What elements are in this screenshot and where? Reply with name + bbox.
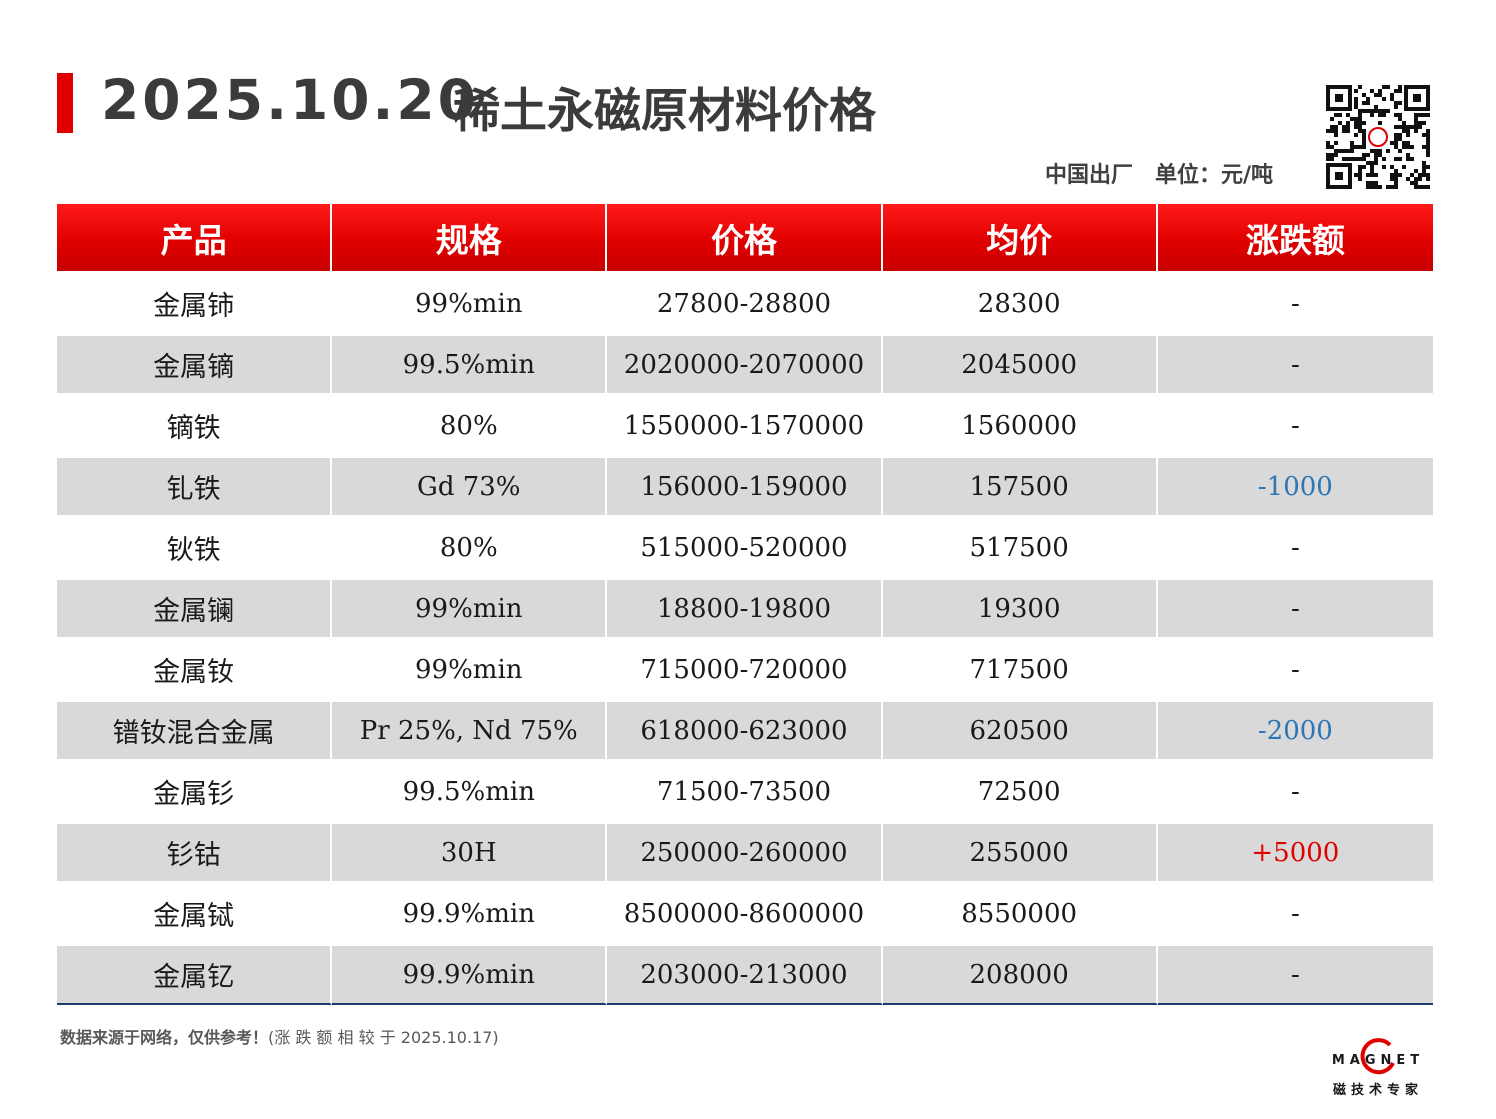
page-title: 稀土永磁原材料价格 xyxy=(453,84,876,139)
cell-product: 钐钴 xyxy=(57,820,333,881)
cell-change: - xyxy=(1157,271,1433,332)
header-change: 涨跌额 xyxy=(1157,204,1433,271)
table-row: 金属铈 99%min 27800-28800 28300- xyxy=(57,271,1433,332)
table-row: 镨钕混合金属 Pr 25%, Nd 75% 618000-623000 620500-… xyxy=(57,698,1433,759)
title-accent-bar xyxy=(57,73,73,133)
cell-change: - xyxy=(1157,759,1433,820)
cell-average: 2045000 xyxy=(882,332,1158,393)
cell-spec: 99.9%min xyxy=(332,942,608,1005)
cell-average: 28300 xyxy=(882,271,1158,332)
cell-spec: 99%min xyxy=(332,576,608,637)
cell-change: - xyxy=(1157,576,1433,637)
cell-product: 金属镝 xyxy=(57,332,333,393)
table-row: 钬铁 80% 515000-520000 517500- xyxy=(57,515,1433,576)
cell-change: - xyxy=(1157,637,1433,698)
magnet-logo: MAGNET 磁技术专家 xyxy=(1326,1033,1430,1099)
header-product: 产品 xyxy=(57,204,333,271)
cell-price: 2020000-2070000 xyxy=(607,332,883,393)
header-average: 均价 xyxy=(882,204,1158,271)
footer-note: 数据来源于网络，仅供参考！(涨 跌 额 相 较 于 2025.10.17) xyxy=(60,1024,499,1048)
cell-average: 620500 xyxy=(882,698,1158,759)
cell-product: 金属铈 xyxy=(57,271,333,332)
table-row: 金属镧 99%min 18800-19800 19300- xyxy=(57,576,1433,637)
cell-average: 157500 xyxy=(882,454,1158,515)
table-header-row: 产品 规格 价格 均价 涨跌额 xyxy=(57,204,1433,271)
cell-average: 717500 xyxy=(882,637,1158,698)
header-spec: 规格 xyxy=(332,204,608,271)
cell-spec: 30H xyxy=(332,820,608,881)
cell-average: 208000 xyxy=(882,942,1158,1005)
cell-product: 金属钇 xyxy=(57,942,333,1005)
table-row: 钐钴 30H 250000-260000 255000 +5000 xyxy=(57,820,1433,881)
table-row: 金属铽 99.9%min 8500000-8600000 8550000- xyxy=(57,881,1433,942)
cell-price: 250000-260000 xyxy=(607,820,883,881)
cell-change: - xyxy=(1157,332,1433,393)
unit-label: 单位：元/吨 xyxy=(1155,163,1274,188)
table-row: 金属镝 99.5%min 2020000-2070000 2045000- xyxy=(57,332,1433,393)
table-row: 金属钇 99.9%min 203000-213000 208000- xyxy=(57,942,1433,1005)
logo-subtitle: 磁技术专家 xyxy=(1332,1083,1423,1098)
table-row: 金属钕 99%min 715000-720000 717500- xyxy=(57,637,1433,698)
logo-ring-icon xyxy=(1360,1038,1395,1075)
cell-spec: Pr 25%, Nd 75% xyxy=(332,698,608,759)
origin-label: 中国出厂 xyxy=(1045,163,1134,188)
cell-change: - xyxy=(1157,942,1433,1005)
unit-line: 中国出厂 单位：元/吨 xyxy=(1045,157,1273,189)
logo-word: MAGNET xyxy=(1331,1053,1425,1068)
cell-spec: 99.5%min xyxy=(332,759,608,820)
cell-change: -1000 xyxy=(1157,454,1433,515)
cell-price: 618000-623000 xyxy=(607,698,883,759)
cell-change: -2000 xyxy=(1157,698,1433,759)
cell-change: - xyxy=(1157,881,1433,942)
cell-spec: 99%min xyxy=(332,637,608,698)
cell-average: 72500 xyxy=(882,759,1158,820)
cell-spec: 80% xyxy=(332,515,608,576)
cell-spec: 80% xyxy=(332,393,608,454)
cell-product: 金属钕 xyxy=(57,637,333,698)
cell-price: 71500-73500 xyxy=(607,759,883,820)
table-row: 钆铁 Gd 73% 156000-159000 157500 -1000 xyxy=(57,454,1433,515)
cell-product: 镝铁 xyxy=(57,393,333,454)
report-date: 2025.10.20 xyxy=(101,68,479,132)
cell-spec: Gd 73% xyxy=(332,454,608,515)
table-row: 镝铁 80% 1550000-1570000 1560000- xyxy=(57,393,1433,454)
cell-change: - xyxy=(1157,393,1433,454)
cell-price: 156000-159000 xyxy=(607,454,883,515)
cell-product: 钆铁 xyxy=(57,454,333,515)
cell-product: 金属镧 xyxy=(57,576,333,637)
cell-price: 8500000-8600000 xyxy=(607,881,883,942)
qr-code-icon xyxy=(1326,85,1430,189)
cell-price: 203000-213000 xyxy=(607,942,883,1005)
cell-spec: 99.9%min xyxy=(332,881,608,942)
compare-note: (涨 跌 额 相 较 于 2025.10.17) xyxy=(268,1028,499,1047)
cell-price: 27800-28800 xyxy=(607,271,883,332)
table-body: 金属铈 99%min 27800-28800 28300- 金属镝 99.5%min 202… xyxy=(57,271,1433,1005)
cell-product: 金属铽 xyxy=(57,881,333,942)
cell-price: 715000-720000 xyxy=(607,637,883,698)
cell-average: 517500 xyxy=(882,515,1158,576)
cell-product: 金属钐 xyxy=(57,759,333,820)
cell-average: 19300 xyxy=(882,576,1158,637)
cell-average: 255000 xyxy=(882,820,1158,881)
cell-price: 18800-19800 xyxy=(607,576,883,637)
cell-product: 镨钕混合金属 xyxy=(57,698,333,759)
cell-average: 8550000 xyxy=(882,881,1158,942)
cell-change: +5000 xyxy=(1157,820,1433,881)
cell-average: 1560000 xyxy=(882,393,1158,454)
table-row: 金属钐 99.5%min 71500-73500 72500- xyxy=(57,759,1433,820)
header-price: 价格 xyxy=(607,204,883,271)
price-table: 产品 规格 价格 均价 涨跌额 金属铈 99%min 27800-28800 2830… xyxy=(57,204,1433,1005)
cell-price: 515000-520000 xyxy=(607,515,883,576)
cell-spec: 99%min xyxy=(332,271,608,332)
cell-spec: 99.5%min xyxy=(332,332,608,393)
cell-price: 1550000-1570000 xyxy=(607,393,883,454)
cell-product: 钬铁 xyxy=(57,515,333,576)
source-note: 数据来源于网络，仅供参考！ xyxy=(60,1028,269,1047)
cell-change: - xyxy=(1157,515,1433,576)
